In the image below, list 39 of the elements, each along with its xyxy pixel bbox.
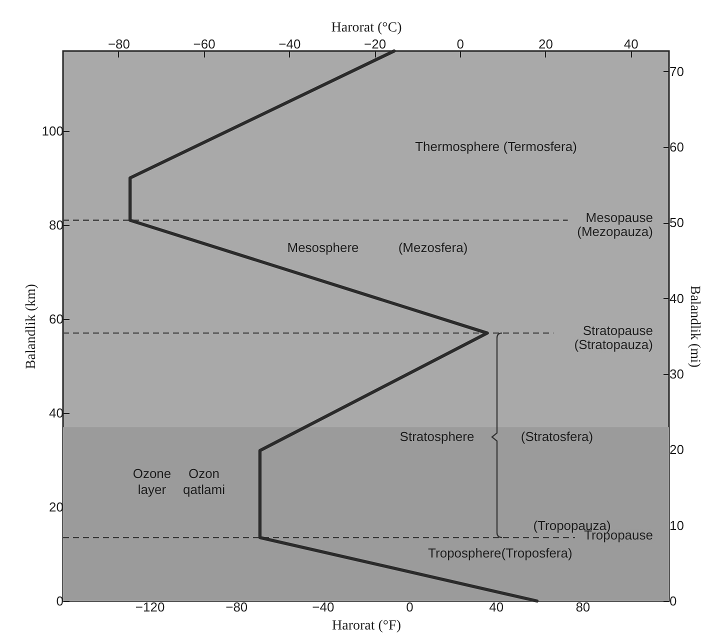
x-tick-label: −120 (135, 600, 165, 614)
y-tick-label: 60 (49, 311, 64, 326)
annotation: Troposphere(Troposfera) (428, 546, 572, 561)
x2-tick-label: 0 (456, 36, 464, 52)
y2-tick-label: 30 (670, 366, 684, 382)
annotation: Thermosphere (Termosfera) (415, 139, 577, 154)
x2-tick-label: −80 (108, 36, 130, 52)
x-tick-label: 40 (489, 600, 504, 614)
y-tick-label: 80 (49, 217, 64, 232)
annotation: Ozon qatlami (183, 466, 226, 497)
y2-tick-label: 20 (670, 442, 684, 458)
y-axis-title: Balandlik (km) (24, 284, 39, 370)
x-axis-title: Harorat (°F) (332, 618, 402, 634)
x2-tick-label: −20 (364, 36, 386, 52)
y2-axis-title: Balandlik (mi) (686, 285, 702, 368)
x2-tick-label: 20 (538, 36, 553, 52)
x2-tick-label: 40 (624, 36, 638, 52)
ref-line-label: Mesopause (Mezopauza) (577, 210, 653, 240)
x2-axis-title: Harorat (°C) (331, 20, 402, 36)
x-tick-label: −80 (226, 600, 248, 614)
x-tick-label: 80 (576, 600, 590, 614)
annotation: Ozone layer (132, 466, 172, 497)
ref-line-label: Stratopause (Stratopauza) (574, 323, 653, 352)
x-tick-label: −40 (312, 600, 334, 614)
y2-tick-label: 60 (670, 140, 684, 155)
annotation: (Stratosfera) (520, 429, 594, 444)
annotation: (Mezosfera) (398, 240, 468, 255)
y-tick-label: 100 (42, 123, 64, 138)
x2-tick-label: −40 (278, 36, 301, 52)
y-tick-label: 40 (49, 405, 64, 420)
annotation: Mesosphere (287, 240, 359, 255)
y-tick-label: 20 (49, 499, 64, 514)
annotation: Stratosphere (400, 429, 474, 444)
x-tick-label: 0 (406, 600, 414, 614)
y2-tick-label: 50 (670, 215, 684, 230)
y2-tick-label: 70 (670, 64, 684, 79)
y2-tick-label: 10 (670, 518, 684, 533)
x2-tick-label: −60 (193, 36, 216, 52)
y2-tick-label: 40 (670, 290, 684, 306)
